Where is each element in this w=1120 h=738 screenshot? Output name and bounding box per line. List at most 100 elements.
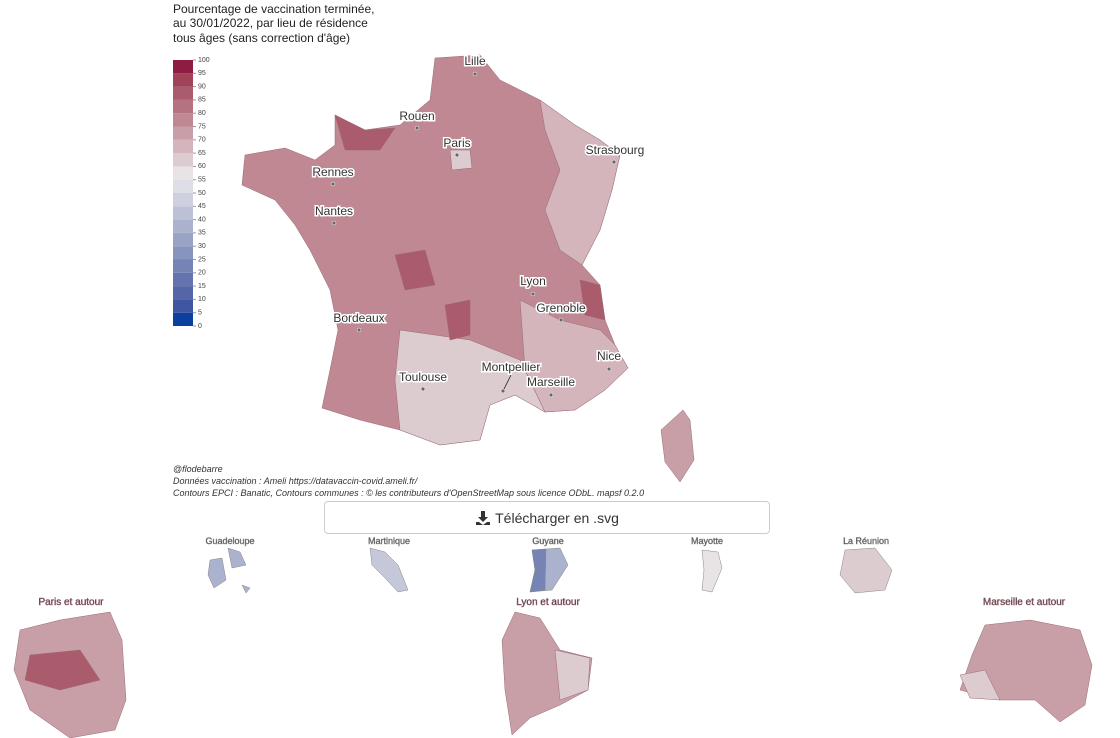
city-leader bbox=[502, 374, 512, 392]
zoom-label: Marseille et autour bbox=[983, 597, 1066, 608]
city-dot bbox=[330, 181, 336, 187]
legend-swatch bbox=[173, 86, 193, 100]
overseas-label: Mayotte bbox=[691, 536, 723, 546]
overseas-label: Guyane bbox=[532, 536, 564, 546]
legend-tick-label: 55 bbox=[198, 177, 206, 184]
credit: Données vaccination : Ameli https://data… bbox=[173, 476, 419, 486]
city-label: Bordeaux bbox=[333, 311, 384, 325]
city-label: Lille bbox=[464, 54, 486, 68]
legend-tick-label: 95 bbox=[198, 70, 206, 77]
title-line: Pourcentage de vaccination terminée, bbox=[173, 2, 374, 16]
legend-swatch bbox=[173, 286, 193, 300]
title: Pourcentage de vaccination terminée, au … bbox=[173, 2, 374, 45]
city-label: Marseille bbox=[527, 375, 575, 389]
legend-swatch bbox=[173, 139, 193, 154]
corsica bbox=[660, 409, 695, 483]
legend-tick-label: 85 bbox=[198, 97, 206, 104]
zooms: Paris et autour Lyon et autour Marseille… bbox=[13, 597, 1093, 738]
legend-swatch bbox=[173, 153, 193, 167]
legend-swatch bbox=[173, 272, 193, 287]
legend-tick-label: 90 bbox=[198, 83, 206, 90]
overseas-shape bbox=[207, 547, 251, 594]
legend-swatch bbox=[173, 219, 193, 233]
legend-tick-label: 30 bbox=[198, 243, 206, 250]
legend-tick-label: 100 bbox=[198, 57, 210, 64]
region-patch bbox=[579, 279, 606, 321]
title-line: au 30/01/2022, par lieu de résidence bbox=[173, 16, 368, 30]
region-patch bbox=[394, 249, 436, 291]
credit: @flodebarre bbox=[173, 464, 223, 474]
title-line: tous âges (sans correction d'âge) bbox=[173, 31, 350, 45]
zoom-label: Paris et autour bbox=[38, 597, 104, 608]
city-labels: Lille Rouen Paris Strasbourg Rennes Nantes Lyo… bbox=[311, 53, 646, 398]
legend-swatch bbox=[173, 126, 193, 140]
city-dot bbox=[558, 317, 564, 323]
region-patch bbox=[394, 329, 546, 446]
overseas-label: Martinique bbox=[368, 536, 410, 546]
legend-swatch bbox=[173, 179, 193, 193]
overseas: Guadeloupe Martinique Guyane Mayotte La … bbox=[205, 536, 893, 594]
legend-swatch bbox=[173, 113, 193, 127]
city-dot bbox=[414, 125, 420, 131]
download-button[interactable]: Télécharger en .svg bbox=[324, 501, 770, 534]
legend-swatch bbox=[173, 312, 193, 326]
legend-swatch bbox=[173, 232, 193, 247]
overseas-shape bbox=[529, 548, 547, 593]
legend-swatch bbox=[173, 166, 193, 180]
region-patch bbox=[539, 99, 621, 266]
region-patch bbox=[449, 149, 473, 171]
legend-tick-label: 75 bbox=[198, 123, 206, 130]
legend: 0 5 10 15 20 25 30 35 40 45 50 55 60 65 70 75 80 85 90 95 10… bbox=[173, 57, 210, 330]
credits: @flodebarre Données vaccination : Ameli … bbox=[173, 464, 644, 498]
city-label: Rennes bbox=[312, 165, 353, 179]
legend-tick-label: 5 bbox=[198, 310, 202, 317]
overseas-shape bbox=[839, 547, 893, 594]
city-label: Nice bbox=[597, 349, 621, 363]
legend-swatch bbox=[173, 60, 193, 74]
city-dot bbox=[611, 159, 617, 165]
download-label: Télécharger en .svg bbox=[495, 509, 619, 526]
city-dot bbox=[331, 220, 337, 226]
zoom-label: Lyon et autour bbox=[516, 597, 580, 608]
overseas-shape bbox=[701, 549, 723, 593]
city-dot bbox=[472, 71, 478, 77]
legend-tick-label: 0 bbox=[198, 323, 202, 330]
legend-tick-label: 20 bbox=[198, 270, 206, 277]
zoom-patch bbox=[959, 669, 1001, 701]
city-label: Lyon bbox=[520, 274, 546, 288]
city-label: Strasbourg bbox=[586, 143, 645, 157]
legend-tick-label: 10 bbox=[198, 296, 206, 303]
legend-tick-label: 80 bbox=[198, 110, 206, 117]
legend-tick-label: 40 bbox=[198, 216, 206, 223]
city-label: Paris bbox=[443, 136, 470, 150]
region-patch bbox=[519, 299, 629, 413]
legend-swatch bbox=[173, 99, 193, 114]
overseas-shape bbox=[369, 547, 409, 593]
legend-tick-label: 35 bbox=[198, 230, 206, 237]
city-label: Nantes bbox=[315, 204, 353, 218]
city-dot bbox=[530, 291, 536, 297]
legend-swatch bbox=[173, 246, 193, 260]
legend-tick-label: 70 bbox=[198, 137, 206, 144]
zoom-patch bbox=[24, 649, 101, 691]
legend-tick-label: 50 bbox=[198, 190, 206, 197]
city-dot bbox=[356, 327, 362, 333]
legend-tick-label: 60 bbox=[198, 163, 206, 170]
legend-tick-label: 65 bbox=[198, 150, 206, 157]
legend-tick-label: 45 bbox=[198, 203, 206, 210]
france-mainland bbox=[241, 54, 695, 483]
legend-tick-label: 25 bbox=[198, 256, 206, 263]
legend-swatch bbox=[173, 299, 193, 313]
city-dot bbox=[420, 386, 426, 392]
city-label: Rouen bbox=[399, 109, 434, 123]
city-label: Montpellier bbox=[482, 360, 541, 374]
zoom-shape bbox=[501, 611, 593, 736]
city-dot bbox=[454, 152, 460, 158]
credit: Contours EPCI : Banatic, Contours commun… bbox=[173, 488, 644, 498]
overseas-label: Guadeloupe bbox=[205, 536, 254, 546]
legend-swatch bbox=[173, 193, 193, 207]
zoom-patch bbox=[554, 649, 591, 701]
overseas-label: La Réunion bbox=[843, 536, 889, 546]
